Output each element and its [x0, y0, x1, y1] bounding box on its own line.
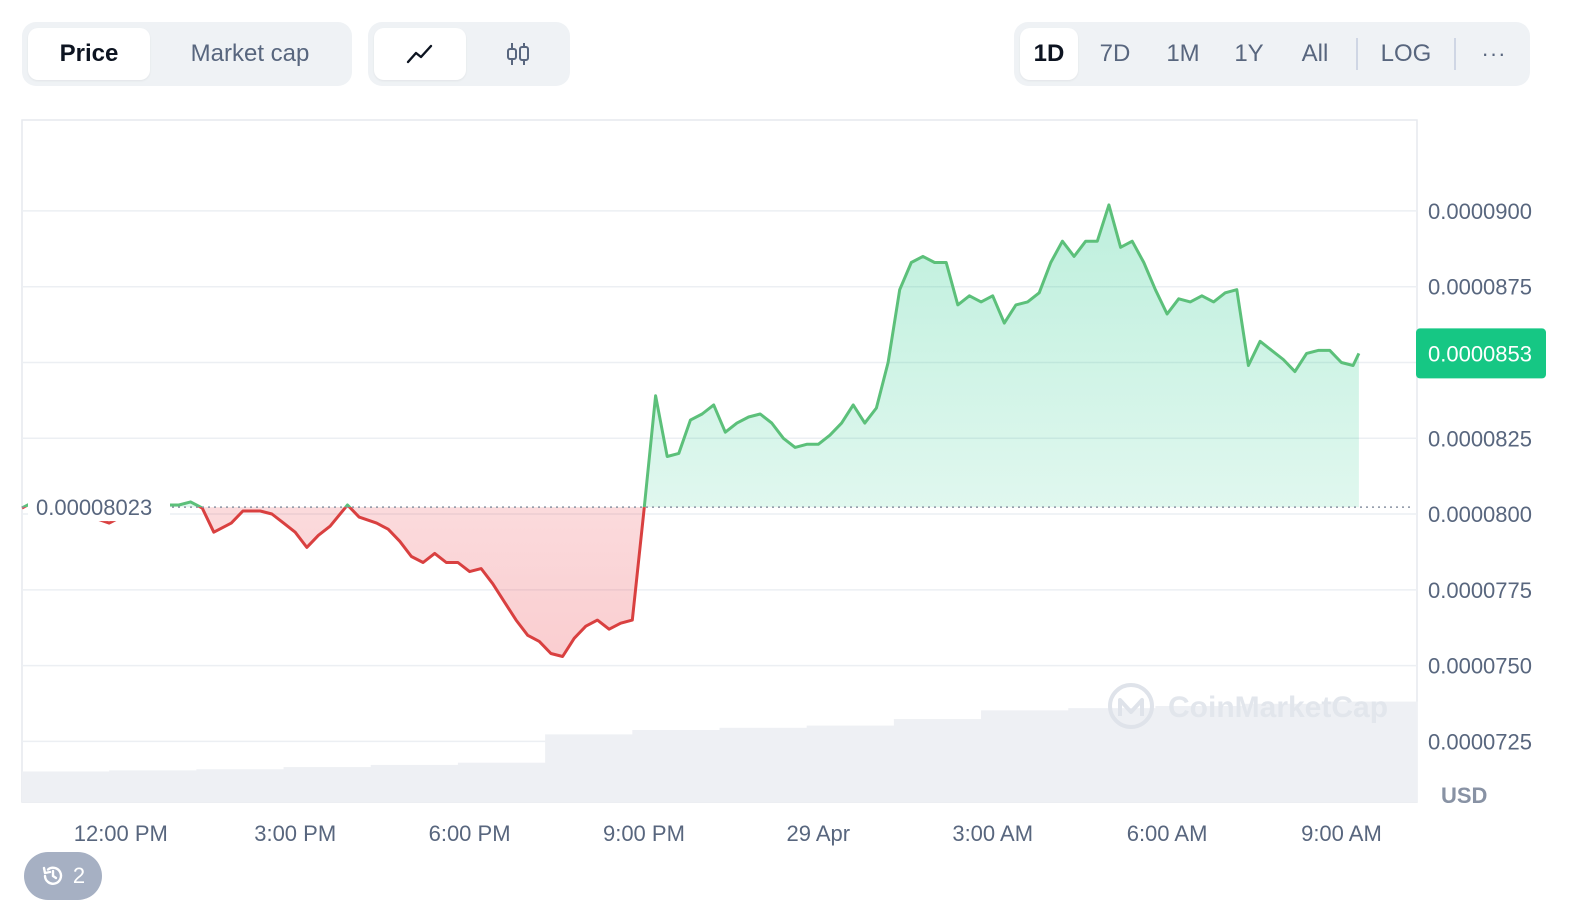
volume-bar [22, 771, 110, 802]
current-price-tag [1416, 328, 1546, 379]
line-chart-button[interactable] [374, 28, 466, 80]
x-tick-label: 9:00 AM [1301, 821, 1382, 846]
x-tick-label: 3:00 AM [952, 821, 1033, 846]
price-tab[interactable]: Price [28, 28, 150, 80]
y-tick-label: 0.0000750 [1428, 654, 1532, 679]
x-tick-label: 12:00 PM [74, 821, 168, 846]
y-tick-label: 0.0000825 [1428, 426, 1532, 451]
volume-bar [893, 719, 982, 802]
x-tick-label: 6:00 AM [1127, 821, 1208, 846]
history-count: 2 [72, 863, 86, 888]
currency-label: USD [1441, 783, 1487, 808]
data-type-toggle: Price Market cap [22, 22, 352, 86]
volume-bar [1155, 705, 1244, 802]
time-range-toggle: 1D 7D 1M 1Y All LOG ··· [1014, 22, 1530, 86]
history-icon [42, 866, 63, 885]
volume-bar [719, 727, 808, 802]
baseline-label-bg [28, 493, 170, 522]
current-price-label: 0.0000853 [1428, 341, 1532, 366]
y-tick-label: 0.0000875 [1428, 275, 1532, 300]
history-button[interactable]: 2 [24, 852, 102, 900]
candlestick-icon [507, 43, 529, 65]
volume-bar [806, 725, 895, 802]
y-tick-label: 0.0000900 [1428, 199, 1532, 224]
volume-bar [981, 710, 1069, 802]
range-1m-tab[interactable]: 1M [1166, 40, 1200, 67]
price-line-below-baseline [21, 507, 646, 658]
volume-bar [1329, 701, 1418, 802]
x-tick-label: 29 Apr [787, 821, 851, 846]
volume-bar [109, 770, 197, 802]
more-options-button[interactable]: ··· [1481, 41, 1507, 66]
log-scale-toggle[interactable]: LOG [1380, 40, 1432, 67]
toolbar-divider [1356, 38, 1358, 70]
watermark-text: CoinMarketCap [1168, 691, 1388, 724]
volume-bar [283, 767, 372, 802]
line-chart-icon [406, 44, 433, 64]
range-1y-tab[interactable]: 1Y [1234, 40, 1264, 67]
y-tick-label: 0.0000725 [1428, 729, 1532, 754]
volume-bar [1242, 703, 1331, 802]
x-tick-label: 9:00 PM [603, 821, 685, 846]
y-tick-label: 0.0000800 [1428, 502, 1532, 527]
market-cap-tab[interactable]: Market cap [190, 40, 310, 67]
volume-bar [545, 734, 633, 802]
chart-type-toggle [368, 22, 570, 86]
x-tick-label: 3:00 PM [254, 821, 336, 846]
range-1d-tab[interactable]: 1D [1020, 28, 1078, 80]
range-all-tab[interactable]: All [1301, 40, 1329, 67]
x-tick-label: 6:00 PM [429, 821, 511, 846]
toolbar-divider [1454, 38, 1456, 70]
baseline-label: 0.00008023 [36, 495, 152, 520]
volume-bar [196, 769, 285, 802]
candlestick-button[interactable] [472, 28, 564, 80]
volume-bar [632, 729, 720, 802]
price-line-above-baseline [21, 203, 1361, 508]
price-area-above-baseline [23, 204, 1359, 508]
range-7d-tab[interactable]: 7D [1099, 40, 1131, 67]
volume-bar [370, 764, 459, 802]
volume-bar [457, 762, 546, 802]
y-tick-label: 0.0000775 [1428, 578, 1532, 603]
coinmarketcap-watermark: CoinMarketCap [1108, 683, 1388, 729]
